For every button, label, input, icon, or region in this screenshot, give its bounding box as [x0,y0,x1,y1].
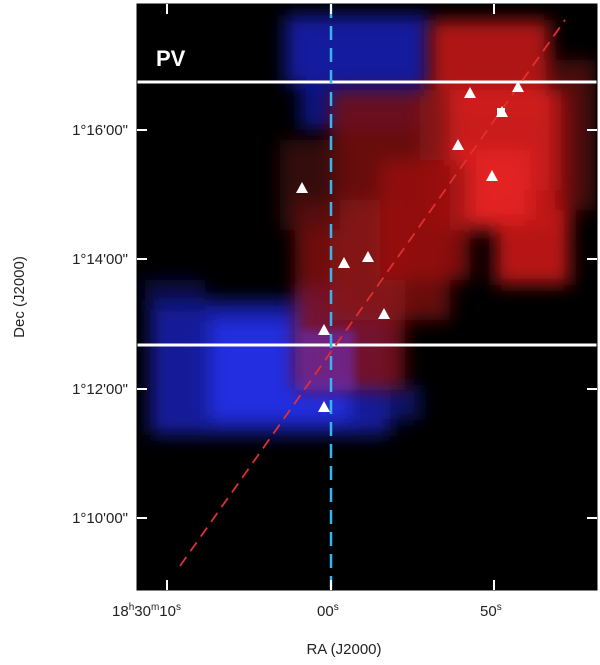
pv-label: PV [156,46,186,71]
x-tick-label: 50s [480,602,502,620]
source-marker [362,251,374,262]
y-tick-label: 1°12'00" [72,381,128,398]
source-marker [318,324,330,335]
y-tick-label: 1°16'00" [72,122,128,139]
y-axis-label: Dec (J2000) [11,256,28,338]
x-axis-label: RA (J2000) [306,641,381,658]
x-tick-labels: 18h30m10s 00s 50s [112,602,502,620]
source-marker [318,401,330,412]
source-marker [464,87,476,98]
source-marker [338,257,350,268]
source-marker [512,81,524,92]
source-marker [452,139,464,150]
tick-marks [137,4,597,590]
mixed-emission [300,330,355,390]
plot-frame [136,3,598,591]
outflow-axis-dashed-line [179,19,566,567]
image-panel: PV [137,4,597,590]
source-marker [486,170,498,181]
source-marker-square [497,108,505,116]
x-tick-label: 18h30m10s [112,602,181,620]
source-markers [296,81,524,412]
y-tick-label: 1°14'00" [72,251,128,268]
x-tick-label: 00s [317,602,339,620]
y-tick-labels: 1°16'00" 1°14'00" 1°12'00" 1°10'00" [72,122,128,527]
y-tick-label: 1°10'00" [72,510,128,527]
source-marker [296,182,308,193]
source-marker [378,308,390,319]
